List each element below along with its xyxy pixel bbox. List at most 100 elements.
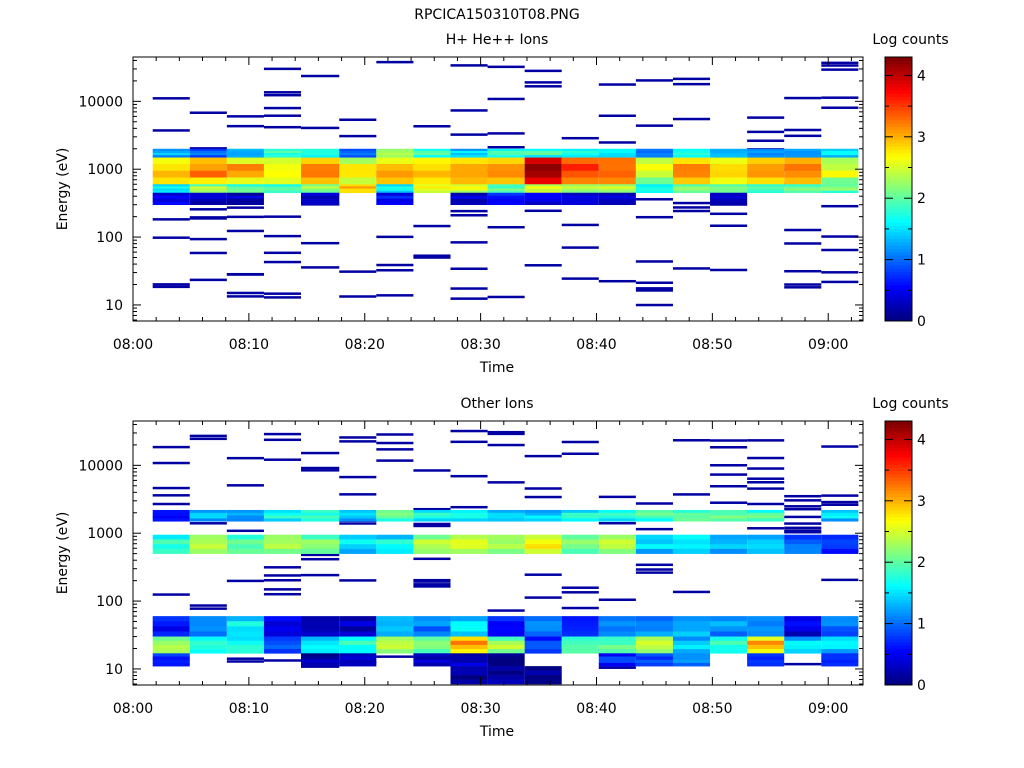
heatmap-cell bbox=[189, 616, 227, 622]
heatmap-cell bbox=[450, 177, 488, 185]
heatmap-cell bbox=[226, 170, 264, 178]
heatmap-cell bbox=[189, 278, 227, 282]
heatmap-cell bbox=[301, 241, 340, 245]
heatmap-cell bbox=[487, 518, 525, 522]
plot-frame bbox=[132, 56, 864, 322]
heatmap-cell bbox=[450, 440, 488, 444]
heatmap-cell bbox=[152, 164, 190, 172]
colorbar-step bbox=[885, 304, 912, 309]
heatmap-cell bbox=[561, 548, 599, 554]
heatmap-cell bbox=[598, 190, 636, 194]
heatmap-cell bbox=[152, 218, 190, 221]
colorbar-tick-label: 0 bbox=[917, 678, 926, 694]
heatmap-cell bbox=[413, 653, 451, 657]
heatmap-cell bbox=[672, 201, 711, 205]
colorbar-step bbox=[885, 444, 912, 448]
heatmap-cell bbox=[561, 201, 599, 205]
heatmap-cell bbox=[152, 539, 190, 545]
colorbar-step bbox=[885, 66, 912, 71]
heatmap-cell bbox=[821, 155, 859, 158]
heatmap-cell bbox=[784, 507, 822, 511]
heatmap-cell bbox=[226, 206, 264, 209]
heatmap-cell bbox=[263, 574, 302, 577]
figure-title: RPCICA150310T08.PNG bbox=[414, 7, 579, 23]
heatmap-cell bbox=[263, 153, 302, 156]
colorbar-frame bbox=[884, 420, 913, 686]
colorbar-step bbox=[885, 57, 912, 61]
heatmap-cell bbox=[524, 186, 562, 189]
heatmap-cell bbox=[672, 631, 711, 637]
colorbar-tick-label: 4 bbox=[917, 432, 926, 448]
heatmap-cell bbox=[747, 656, 785, 661]
colorbar-step bbox=[885, 533, 912, 537]
heatmap-cell bbox=[524, 512, 562, 516]
heatmap-cell bbox=[301, 656, 340, 661]
colorbar-step bbox=[885, 645, 912, 650]
heatmap-cell bbox=[710, 177, 748, 185]
colorbar-step bbox=[885, 506, 912, 511]
heatmap-cell bbox=[672, 267, 711, 270]
heatmap-cell bbox=[413, 256, 451, 259]
colorbar-step bbox=[885, 288, 912, 292]
heatmap-cell bbox=[710, 616, 748, 622]
heatmap-cell bbox=[450, 662, 488, 667]
heatmap-cell bbox=[784, 494, 822, 498]
heatmap-cell bbox=[821, 204, 859, 208]
heatmap-cell bbox=[487, 65, 525, 69]
heatmap-cell bbox=[635, 534, 673, 540]
heatmap-cell bbox=[487, 432, 525, 436]
heatmap-cell bbox=[598, 598, 636, 602]
heatmap-cell bbox=[635, 177, 673, 185]
heatmap-cell bbox=[710, 631, 748, 637]
heatmap-cell bbox=[152, 170, 190, 178]
heatmap-cell bbox=[450, 429, 488, 433]
colorbar-step bbox=[885, 165, 912, 170]
heatmap-cell bbox=[226, 186, 264, 189]
heatmap-cell bbox=[561, 190, 599, 194]
heatmap-cell bbox=[376, 433, 414, 436]
heatmap-cell bbox=[376, 148, 414, 152]
y-tick-label: 10000 bbox=[78, 94, 123, 110]
colorbar-step bbox=[885, 635, 912, 640]
heatmap-cell bbox=[189, 512, 227, 516]
colorbar-step bbox=[885, 483, 912, 488]
heatmap-cell bbox=[821, 640, 859, 646]
colorbar-step bbox=[885, 245, 912, 249]
heatmap-cell bbox=[821, 500, 859, 504]
heatmap-cell bbox=[152, 515, 190, 519]
heatmap-cell bbox=[301, 653, 340, 657]
heatmap-cell bbox=[263, 164, 302, 172]
heatmap-cell bbox=[376, 509, 414, 514]
heatmap-cell bbox=[710, 512, 748, 516]
heatmap-cell bbox=[672, 77, 711, 81]
heatmap-cell bbox=[561, 606, 599, 610]
heatmap-cell bbox=[747, 467, 785, 470]
colorbar-step bbox=[885, 421, 912, 425]
heatmap-cell bbox=[487, 195, 525, 200]
heatmap-cell bbox=[524, 69, 562, 73]
heatmap-cell bbox=[487, 644, 525, 650]
heatmap-cell bbox=[301, 621, 340, 627]
heatmap-cell bbox=[710, 501, 748, 504]
heatmap-cell bbox=[450, 64, 488, 67]
heatmap-cell bbox=[152, 201, 190, 205]
heatmap-cell bbox=[487, 157, 525, 165]
heatmap-cell bbox=[376, 512, 414, 516]
heatmap-cell bbox=[487, 148, 525, 152]
colorbar-step bbox=[885, 632, 912, 636]
colorbar-step bbox=[885, 661, 912, 666]
colorbar-step bbox=[885, 648, 912, 653]
heatmap-cell bbox=[189, 170, 227, 178]
heatmap-cell bbox=[376, 631, 414, 637]
colorbar-step bbox=[885, 553, 912, 557]
heatmap-cell bbox=[561, 148, 599, 152]
heatmap-cell bbox=[672, 649, 711, 654]
heatmap-cell bbox=[301, 451, 340, 455]
heatmap-cell bbox=[376, 177, 414, 185]
heatmap-cell bbox=[152, 502, 190, 506]
heatmap-cell bbox=[152, 153, 190, 156]
colorbar-step bbox=[885, 90, 912, 94]
colorbar-tick-label: 4 bbox=[917, 68, 926, 84]
heatmap-cell bbox=[561, 509, 599, 514]
colorbar-tick-label: 0 bbox=[917, 314, 926, 330]
